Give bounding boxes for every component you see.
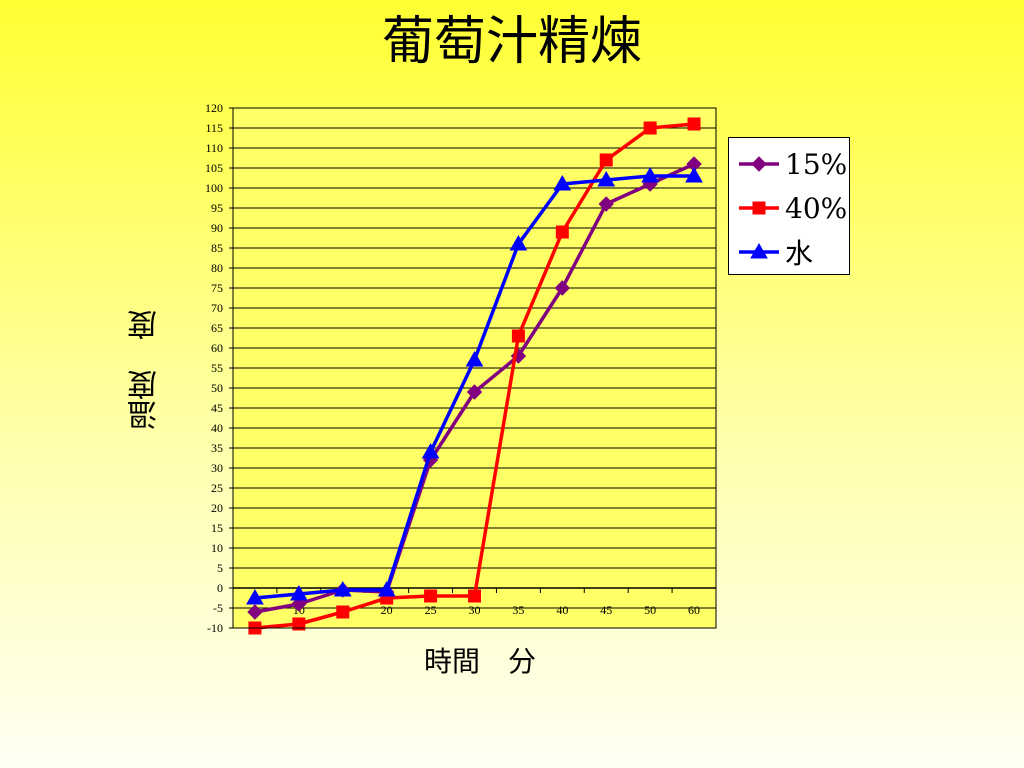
- legend-item-40pct: 40%: [737, 188, 847, 228]
- x-tick-label: 35: [512, 603, 524, 617]
- data-point-15pct: [554, 280, 571, 296]
- legend-item-15pct: 15%: [737, 144, 847, 184]
- data-point-water: [290, 584, 308, 601]
- x-tick-label: 60: [688, 603, 700, 617]
- data-point-15pct: [466, 384, 483, 400]
- y-tick-label: 50: [211, 381, 223, 395]
- data-point-water: [553, 174, 572, 191]
- y-tick-label: 45: [211, 401, 223, 415]
- data-point-15pct: [598, 196, 614, 212]
- legend-item-water: 水: [737, 232, 813, 272]
- legend-label: 40%: [785, 191, 848, 225]
- data-point-40pct: [336, 605, 350, 619]
- y-tick-label: -10: [207, 621, 223, 635]
- data-point-water: [685, 166, 703, 183]
- y-tick-label: 110: [205, 141, 223, 155]
- y-tick-label: 115: [205, 121, 223, 135]
- legend-marker: [751, 156, 767, 172]
- y-tick-label: 90: [211, 221, 223, 235]
- y-tick-label: 55: [211, 361, 223, 375]
- legend-marker: [752, 201, 766, 215]
- x-tick-label: 30: [469, 603, 481, 617]
- y-tick-label: 70: [211, 301, 223, 315]
- x-axis-label: 時間 分: [423, 645, 536, 678]
- y-tick-label: 10: [211, 541, 223, 555]
- data-point-40pct: [468, 589, 481, 603]
- series-water: [246, 166, 703, 605]
- data-point-40pct: [511, 329, 525, 343]
- data-point-water: [597, 170, 616, 187]
- data-point-40pct: [643, 121, 657, 135]
- legend-label: 水: [785, 237, 814, 270]
- y-tick-label: 0: [217, 581, 223, 595]
- legend-marker-triangle: [739, 242, 779, 259]
- data-point-water: [333, 580, 352, 597]
- data-point-40pct: [292, 617, 306, 631]
- legend-marker-diamond: [739, 156, 779, 172]
- x-tick-label: 40: [556, 603, 568, 617]
- y-tick-label: 85: [211, 241, 223, 255]
- y-tick-label: 15: [211, 521, 223, 535]
- gridlines: [233, 107, 716, 629]
- data-point-15pct: [247, 604, 263, 620]
- y-tick-label: 60: [211, 341, 223, 355]
- slide-title: 葡萄汁精煉: [381, 12, 642, 72]
- legend: 15% 40% 水: [728, 137, 850, 275]
- data-point-water: [246, 588, 264, 605]
- data-point-40pct: [687, 117, 701, 131]
- legend-marker: [750, 242, 768, 259]
- series-40pct: [248, 117, 701, 635]
- y-tick-label: 95: [211, 201, 223, 215]
- y-tick-label: 25: [211, 481, 223, 495]
- y-tick-label: 40: [211, 421, 223, 435]
- y-tick-label: 100: [205, 181, 223, 195]
- y-tick-label: 120: [205, 101, 223, 115]
- plot-frame: [232, 107, 717, 629]
- series-group: [246, 117, 703, 635]
- y-tick-label: 105: [205, 161, 223, 175]
- x-tick-label: 50: [644, 603, 656, 617]
- x-tick-label: 25: [425, 603, 437, 617]
- y-tick-label: 35: [211, 441, 223, 455]
- data-point-water: [377, 580, 396, 597]
- y-tick-label: 65: [211, 321, 223, 335]
- data-point-water: [641, 166, 659, 183]
- y-tick-label: 30: [211, 461, 223, 475]
- y-tick-label: 20: [211, 501, 223, 515]
- data-point-water: [465, 350, 484, 367]
- data-point-water: [509, 234, 528, 251]
- legend-marker-square: [739, 201, 779, 215]
- x-tick-label: 20: [381, 603, 393, 617]
- data-point-40pct: [424, 589, 438, 603]
- y-axis-label: 溫度 度: [128, 310, 163, 430]
- axes: -10 -5 0 5 10 15 20 25 30 35 40 45 50 55 60 65 70 75 80 85 9…: [205, 101, 717, 635]
- y-tick-label: 80: [211, 261, 223, 275]
- data-point-water: [421, 442, 440, 459]
- x-tick-label: 45: [600, 603, 612, 617]
- y-tick-label: 5: [217, 561, 223, 575]
- y-tick-label: 75: [211, 281, 223, 295]
- legend-label: 15%: [785, 147, 848, 181]
- y-tick-label: -5: [213, 601, 223, 615]
- data-point-40pct: [599, 153, 613, 167]
- data-point-40pct: [555, 225, 569, 239]
